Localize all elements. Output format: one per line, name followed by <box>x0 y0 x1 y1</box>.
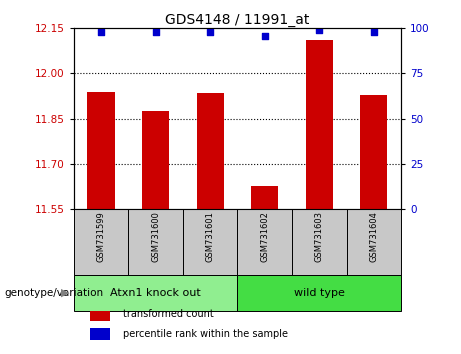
Text: GSM731600: GSM731600 <box>151 211 160 262</box>
Text: GSM731602: GSM731602 <box>260 211 269 262</box>
Bar <box>183 209 237 275</box>
Bar <box>306 40 333 209</box>
Point <box>315 27 323 33</box>
Bar <box>251 187 278 209</box>
Text: percentile rank within the sample: percentile rank within the sample <box>123 329 288 339</box>
Text: wild type: wild type <box>294 288 345 298</box>
Point <box>207 29 214 35</box>
Point <box>370 29 378 35</box>
Text: GSM731604: GSM731604 <box>369 211 378 262</box>
Bar <box>292 209 347 275</box>
Bar <box>74 275 237 311</box>
Text: transformed count: transformed count <box>123 309 213 319</box>
Text: GSM731601: GSM731601 <box>206 211 215 262</box>
Bar <box>142 111 169 209</box>
Bar <box>237 209 292 275</box>
Bar <box>74 209 128 275</box>
Point <box>261 33 268 38</box>
Bar <box>88 92 115 209</box>
Bar <box>360 95 387 209</box>
Bar <box>128 209 183 275</box>
Point <box>97 29 105 35</box>
Bar <box>347 209 401 275</box>
Bar <box>90 308 110 320</box>
Bar <box>90 328 110 341</box>
Text: GSM731599: GSM731599 <box>96 211 106 262</box>
Title: GDS4148 / 11991_at: GDS4148 / 11991_at <box>165 13 310 27</box>
Text: Atxn1 knock out: Atxn1 knock out <box>110 288 201 298</box>
Bar <box>196 93 224 209</box>
Text: GSM731603: GSM731603 <box>315 211 324 262</box>
Bar <box>237 275 401 311</box>
Text: genotype/variation: genotype/variation <box>5 288 104 298</box>
Point <box>152 29 160 35</box>
Text: ▶: ▶ <box>61 288 69 298</box>
